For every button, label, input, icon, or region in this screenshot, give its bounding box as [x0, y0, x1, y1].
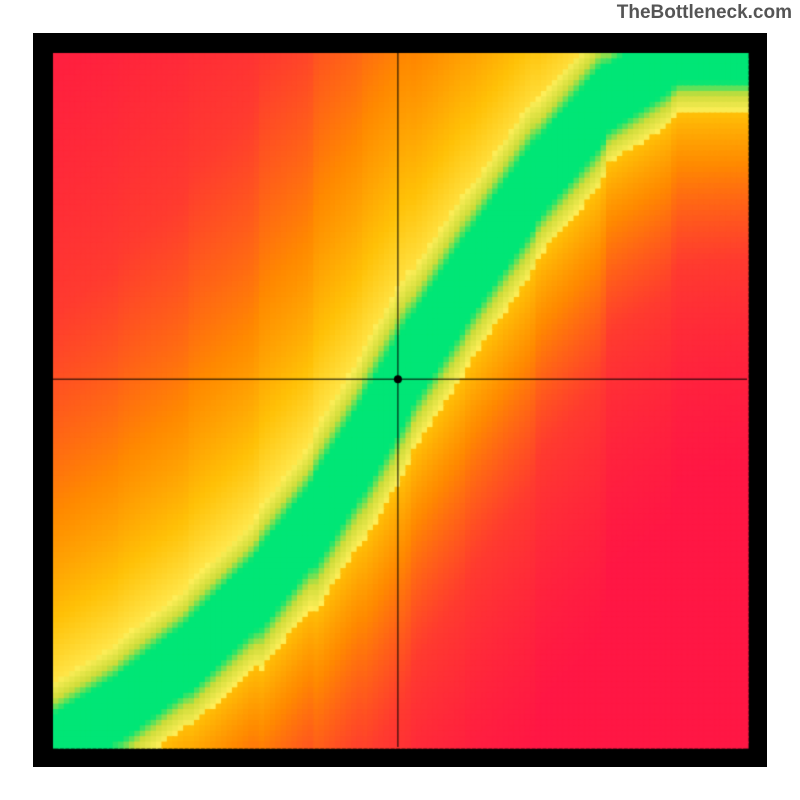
bottleneck-chart-container: TheBottleneck.com: [0, 0, 800, 800]
heatmap-canvas: [33, 33, 767, 767]
watermark-text: TheBottleneck.com: [617, 2, 792, 24]
chart-frame: [33, 33, 767, 767]
